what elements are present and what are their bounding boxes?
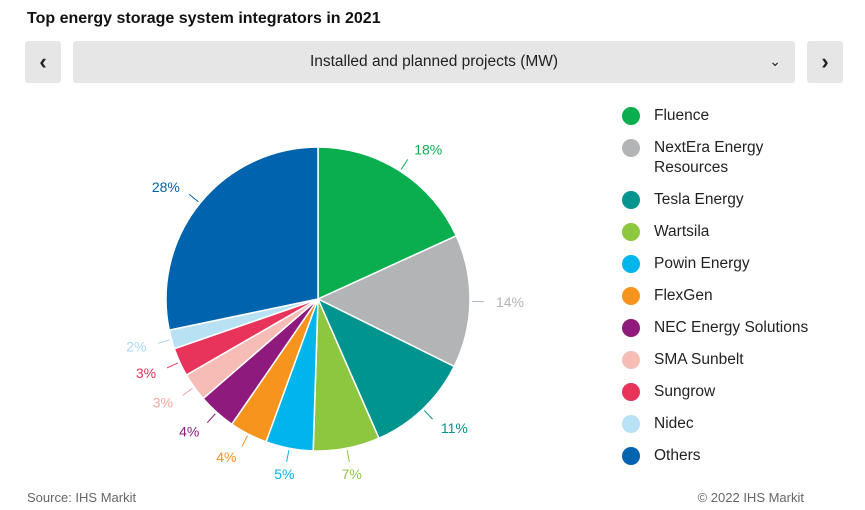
copyright: © 2022 IHS Markit — [697, 490, 804, 505]
legend-item: Sungrow — [622, 382, 824, 414]
leader-line — [182, 387, 193, 396]
legend-swatch — [622, 383, 640, 401]
pie-slice-fluence — [317, 146, 458, 301]
chevron-down-icon: ⌄ — [769, 53, 781, 69]
legend-item: FlexGen — [622, 286, 824, 318]
legend-swatch — [622, 223, 640, 241]
legend-item: SMA Sunbelt — [622, 350, 824, 382]
legend-item: Powin Energy — [622, 254, 824, 286]
data-label: 28% — [152, 179, 180, 195]
pie-slice-others — [165, 146, 319, 332]
legend-label: SMA Sunbelt — [654, 351, 744, 368]
previous-button[interactable]: ‹ — [25, 41, 61, 83]
legend-label: NextEra Energy Resources — [654, 139, 764, 176]
legend-label: Others — [654, 447, 701, 464]
leader-line — [423, 410, 433, 420]
leader-line — [206, 413, 216, 424]
legend-item: NEC Energy Solutions — [622, 318, 824, 350]
legend-item: NextEra Energy Resources — [622, 138, 824, 190]
leader-line — [241, 435, 248, 447]
data-label: 3% — [136, 365, 156, 381]
legend-item: Wartsila — [622, 222, 824, 254]
legend-item: Nidec — [622, 414, 824, 446]
legend-swatch — [622, 139, 640, 157]
chevron-right-icon: › — [821, 49, 829, 74]
data-label: 7% — [342, 466, 362, 482]
pie-slice-nextera-energy-resources — [316, 234, 471, 368]
legend-swatch — [622, 447, 640, 465]
data-label: 14% — [496, 294, 524, 310]
leader-line — [157, 339, 170, 344]
leader-line — [286, 450, 290, 463]
chevron-left-icon: ‹ — [39, 49, 47, 74]
legend-label: Nidec — [654, 415, 694, 432]
data-label: 11% — [441, 420, 468, 436]
legend-item: Fluence — [622, 106, 824, 138]
legend-item: Others — [622, 446, 824, 478]
next-button[interactable]: › — [807, 41, 843, 83]
leader-line — [346, 450, 350, 463]
legend-swatch — [622, 319, 640, 337]
legend-swatch — [622, 415, 640, 433]
leader-line — [188, 193, 199, 203]
legend-label: NEC Energy Solutions — [654, 319, 809, 336]
legend-item: Tesla Energy — [622, 190, 824, 222]
data-label: 18% — [414, 141, 442, 157]
data-label: 4% — [216, 449, 236, 465]
legend-swatch — [622, 107, 640, 125]
legend-swatch — [622, 255, 640, 273]
legend-label: Wartsila — [654, 223, 710, 240]
legend-label: FlexGen — [654, 287, 713, 304]
pie-slice-tesla-energy — [316, 297, 456, 440]
legend: Fluence NextEra Energy Resources Tesla Ene… — [622, 106, 824, 478]
legend-swatch — [622, 191, 640, 209]
legend-swatch — [622, 351, 640, 369]
legend-swatch — [622, 287, 640, 305]
legend-label: Tesla Energy — [654, 191, 744, 208]
data-label: 5% — [274, 466, 294, 482]
legend-label: Powin Energy — [654, 255, 750, 272]
dropdown-value: Installed and planned projects (MW) — [309, 53, 559, 70]
metric-dropdown[interactable]: Installed and planned projects (MW) ⌄ — [73, 41, 795, 83]
legend-label: Sungrow — [654, 383, 716, 400]
data-label: 2% — [126, 338, 146, 354]
data-label: 4% — [179, 424, 199, 440]
leader-line — [166, 362, 179, 369]
leader-line — [400, 159, 409, 170]
source-note: Source: IHS Markit — [27, 490, 137, 505]
legend-label: Fluence — [654, 107, 710, 124]
data-label: 3% — [153, 394, 173, 410]
chart-title: Top energy storage system integrators in… — [27, 10, 381, 27]
